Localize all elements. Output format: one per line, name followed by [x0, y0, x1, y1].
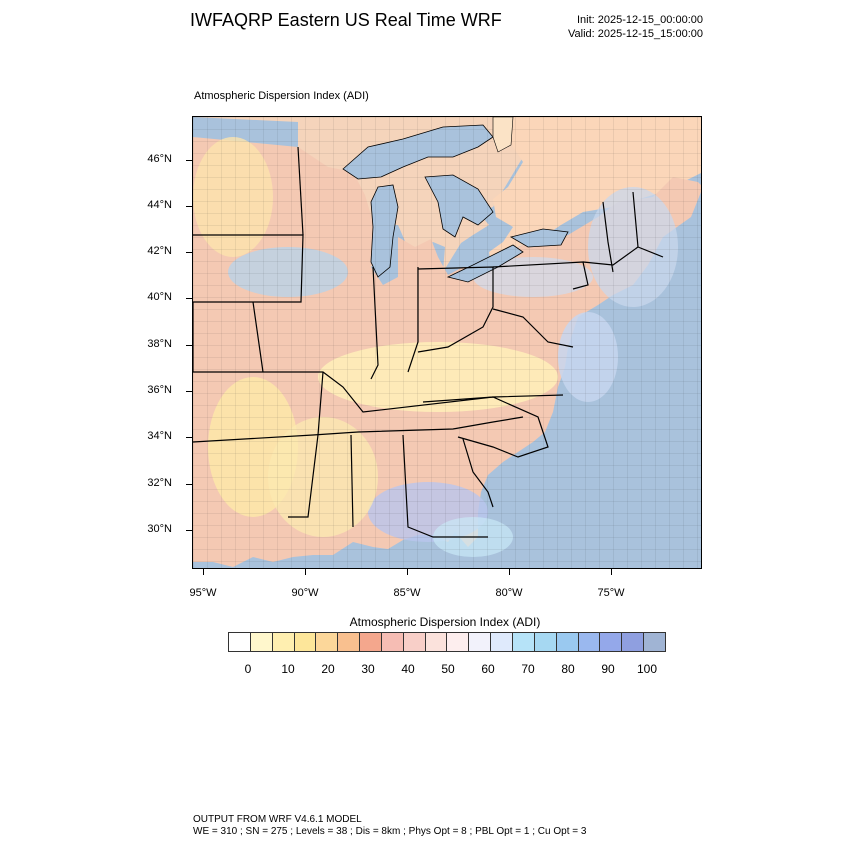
canada-shore [492, 117, 514, 153]
init-time: Init: 2025-12-15_00:00:00 [577, 14, 703, 26]
lon-tick [305, 569, 306, 575]
colorbar-swatch [229, 633, 251, 651]
lon-tick [407, 569, 408, 575]
lon-tick [611, 569, 612, 575]
colorbar-swatch [381, 633, 404, 651]
footer-config: WE = 310 ; SN = 275 ; Levels = 38 ; Dis … [193, 826, 587, 837]
lat-tick [186, 298, 192, 299]
lat-label-40: 40°N [147, 291, 172, 303]
map-svg [193, 117, 701, 568]
colorbar-swatch [447, 633, 470, 651]
legend-title: Atmospheric Dispersion Index (ADI) [349, 615, 541, 629]
colorbar-label: 20 [321, 662, 335, 676]
colorbar-swatch [294, 633, 317, 651]
lat-label-36: 36°N [147, 384, 172, 396]
colorbar-swatch [272, 633, 295, 651]
lat-label-30: 30°N [147, 523, 172, 535]
chart-title: IWFAQRP Eastern US Real Time WRF [190, 10, 502, 30]
colorbar-swatch [250, 633, 273, 651]
lat-label-32: 32°N [147, 477, 172, 489]
colorbar-swatch [578, 633, 601, 651]
colorbar-label: 70 [521, 662, 535, 676]
map-panel [192, 116, 702, 569]
colorbar [228, 632, 666, 652]
lon-tick [203, 569, 204, 575]
lat-tick [186, 437, 192, 438]
lat-tick [186, 206, 192, 207]
lat-label-34: 34°N [147, 430, 172, 442]
colorbar-swatch [360, 633, 382, 651]
colorbar-swatch [403, 633, 426, 651]
state-boundaries [193, 146, 664, 538]
colorbar-swatch [644, 633, 665, 651]
valid-time: Valid: 2025-12-15_15:00:00 [568, 28, 703, 40]
lon-label-80: 80°W [495, 587, 523, 599]
lat-tick [186, 530, 192, 531]
footer-model: OUTPUT FROM WRF V4.6.1 MODEL [193, 814, 362, 825]
colorbar-label: 90 [601, 662, 615, 676]
lon-tick [509, 569, 510, 575]
colorbar-swatch [534, 633, 557, 651]
county-lines [193, 117, 701, 568]
colorbar-label: 100 [636, 662, 658, 676]
colorbar-label: 50 [441, 662, 455, 676]
lat-tick [186, 252, 192, 253]
lat-label-42: 42°N [147, 245, 172, 257]
colorbar-label: 0 [244, 662, 252, 676]
lat-label-44: 44°N [147, 199, 172, 211]
lat-tick [186, 484, 192, 485]
lon-label-85: 85°W [393, 587, 421, 599]
lat-tick [186, 391, 192, 392]
lat-label-46: 46°N [147, 153, 172, 165]
lat-tick [186, 160, 192, 161]
lon-label-90: 90°W [291, 587, 319, 599]
colorbar-swatch [425, 633, 448, 651]
colorbar-swatch [556, 633, 579, 651]
colorbar-swatch [491, 633, 513, 651]
colorbar-label: 30 [361, 662, 375, 676]
lon-label-95: 95°W [189, 587, 217, 599]
colorbar-label: 40 [401, 662, 415, 676]
colorbar-swatch [600, 633, 623, 651]
colorbar-swatch [469, 633, 492, 651]
colorbar-swatch [338, 633, 361, 651]
colorbar-label: 80 [561, 662, 575, 676]
plot-subtitle: Atmospheric Dispersion Index (ADI) [194, 90, 369, 102]
colorbar-swatch [512, 633, 535, 651]
colorbar-label: 10 [281, 662, 295, 676]
colorbar-swatch [622, 633, 645, 651]
lon-label-75: 75°W [597, 587, 625, 599]
colorbar-swatch [316, 633, 339, 651]
lat-tick [186, 345, 192, 346]
lat-label-38: 38°N [147, 338, 172, 350]
colorbar-label: 60 [481, 662, 495, 676]
